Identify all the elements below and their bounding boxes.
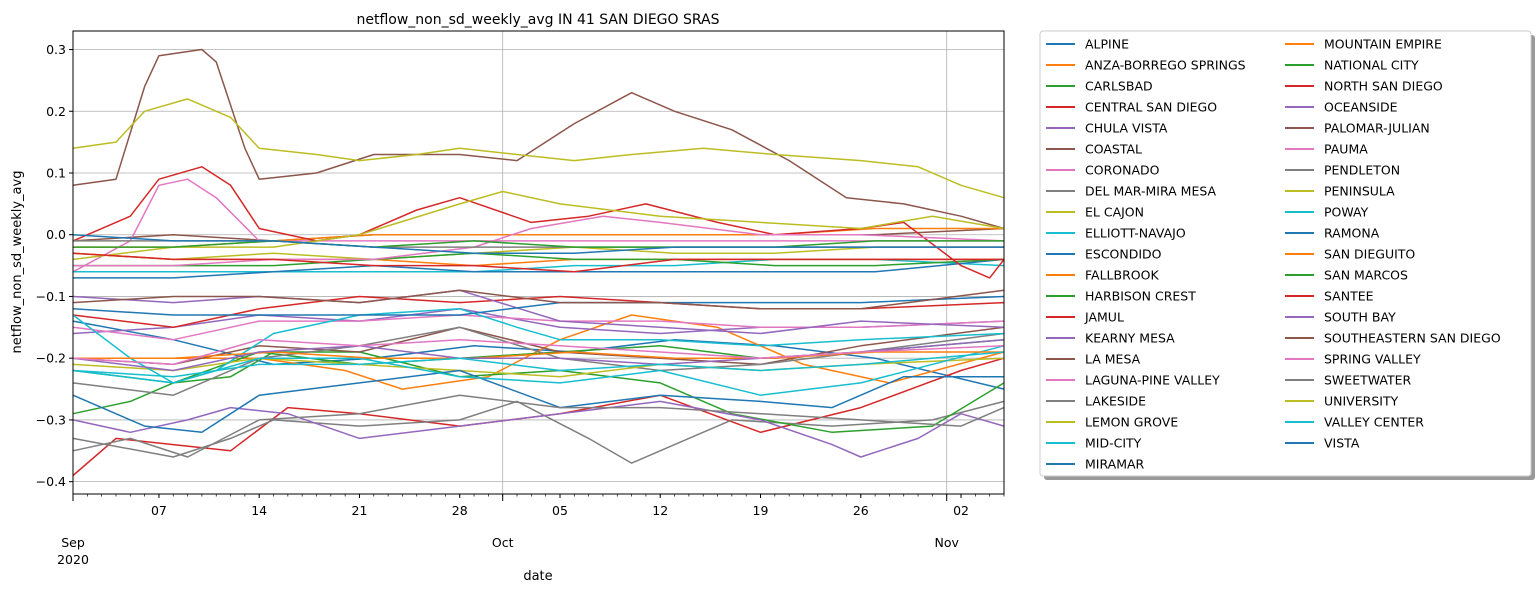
legend-entries: ALPINE ANZA-BORREGO SPRINGS CARLSBAD CENTRA… bbox=[1046, 37, 1501, 472]
legend-label: RAMONA bbox=[1324, 226, 1380, 241]
legend-label: PAUMA bbox=[1324, 142, 1368, 157]
series-line-north-san-diego bbox=[72, 166, 1005, 279]
series-line-lakeside bbox=[72, 326, 1005, 396]
legend-label: POWAY bbox=[1324, 205, 1369, 220]
legend-label: CARLSBAD bbox=[1085, 79, 1153, 94]
legend-label: JAMUL bbox=[1084, 310, 1124, 325]
legend-label: SAN DIEGUITO bbox=[1324, 247, 1415, 262]
legend-label: LAKESIDE bbox=[1085, 394, 1146, 409]
series-line-valley-center bbox=[72, 351, 1005, 378]
x-tick-label: 21 bbox=[352, 503, 368, 518]
legend-label: VALLEY CENTER bbox=[1324, 415, 1424, 430]
legend-label: SAN MARCOS bbox=[1324, 268, 1408, 283]
y-tick-label: −0.2 bbox=[36, 351, 66, 366]
legend-label: NATIONAL CITY bbox=[1324, 58, 1419, 73]
x-major-tick-label: Sep bbox=[61, 535, 85, 550]
x-tick-label: 28 bbox=[452, 503, 468, 518]
legend-label: ELLIOTT-NAVAJO bbox=[1085, 226, 1186, 241]
series-line-southeastern-san-diego bbox=[72, 289, 1005, 310]
series-line-palomar-julian bbox=[72, 48, 1005, 230]
legend-label: CORONADO bbox=[1085, 163, 1160, 178]
y-tick-label: −0.1 bbox=[36, 289, 66, 304]
x-tick-label: 26 bbox=[853, 503, 869, 518]
x-axis: 07 14 21 28 05 12 19 26 02 Sep 2020 Oct Nov bbox=[57, 494, 1005, 567]
legend-label: PENINSULA bbox=[1324, 184, 1395, 199]
series-line-pauma bbox=[73, 215, 1005, 267]
y-tick-label: 0.2 bbox=[46, 104, 66, 119]
series-line-peninsula bbox=[72, 190, 1005, 261]
legend-label: MOUNTAIN EMPIRE bbox=[1324, 37, 1442, 52]
series-line-national-city bbox=[73, 252, 1005, 267]
x-tick-label: 12 bbox=[652, 503, 668, 518]
legend-label: NORTH SAN DIEGO bbox=[1324, 79, 1443, 94]
x-tick-label: 19 bbox=[753, 503, 769, 518]
x-axis-label: date bbox=[523, 569, 552, 584]
x-major-tick-label: Nov bbox=[935, 535, 960, 550]
legend-label: LA MESA bbox=[1085, 352, 1141, 367]
x-tick-label: 05 bbox=[552, 503, 568, 518]
legend-label: ESCONDIDO bbox=[1085, 247, 1162, 262]
series-line-del-mar-mira-mesa bbox=[72, 400, 1005, 464]
x-tick-label: 02 bbox=[953, 503, 969, 518]
legend-label: SPRING VALLEY bbox=[1324, 352, 1421, 367]
y-tick-label: 0.0 bbox=[46, 227, 66, 242]
x-tick-label: 07 bbox=[151, 503, 167, 518]
legend-label: LAGUNA-PINE VALLEY bbox=[1085, 373, 1220, 388]
series-line-coronado bbox=[72, 178, 1004, 273]
series-line-san-marcos bbox=[73, 240, 1004, 248]
legend-label: KEARNY MESA bbox=[1085, 331, 1175, 346]
legend-label: EL CAJON bbox=[1085, 205, 1144, 220]
plot-frame bbox=[72, 30, 1005, 495]
legend-label: CENTRAL SAN DIEGO bbox=[1085, 100, 1217, 115]
series-line-kearny-mesa bbox=[72, 400, 1005, 458]
y-tick-label: 0.1 bbox=[46, 165, 66, 180]
legend-label: MID-CITY bbox=[1085, 436, 1142, 451]
x-major-tick-sublabel: 2020 bbox=[57, 552, 89, 567]
legend-label: VISTA bbox=[1324, 436, 1360, 451]
y-tick-label: 0.3 bbox=[46, 42, 66, 57]
legend-label: SOUTH BAY bbox=[1324, 310, 1396, 325]
legend-label: HARBISON CREST bbox=[1085, 289, 1196, 304]
series-line-sweetwater bbox=[72, 394, 1005, 458]
series-line-san-dieguito bbox=[73, 351, 1004, 359]
y-axis: 0.3 0.2 0.1 0.0 −0.1 −0.2 −0.3 −0.4 bbox=[36, 42, 73, 489]
series-line-miramar bbox=[72, 369, 1004, 434]
y-axis-label: netflow_non_sd_weekly_avg bbox=[10, 171, 25, 354]
legend-label: UNIVERSITY bbox=[1324, 394, 1399, 409]
legend-label: COASTAL bbox=[1085, 142, 1142, 157]
series-layer bbox=[72, 48, 1005, 477]
legend-label: SANTEE bbox=[1324, 289, 1374, 304]
series-line-el-cajon bbox=[72, 246, 1004, 261]
legend-label: ALPINE bbox=[1085, 37, 1129, 52]
legend-label: ANZA-BORREGO SPRINGS bbox=[1085, 58, 1246, 73]
series-line-escondido bbox=[73, 258, 1005, 279]
series-line-ramona bbox=[72, 295, 1005, 316]
legend-label: PENDLETON bbox=[1324, 163, 1400, 178]
series-line-santee bbox=[72, 252, 1004, 273]
legend-label: MIRAMAR bbox=[1085, 457, 1145, 472]
legend: ALPINE ANZA-BORREGO SPRINGS CARLSBAD CENTRA… bbox=[1039, 30, 1535, 480]
legend-label: PALOMAR-JULIAN bbox=[1324, 121, 1430, 136]
legend-label: LEMON GROVE bbox=[1085, 415, 1178, 430]
series-line-vista bbox=[72, 233, 1004, 254]
series-line-university bbox=[72, 98, 1005, 199]
legend-label: DEL MAR-MIRA MESA bbox=[1085, 184, 1217, 199]
x-major-tick-label: Oct bbox=[492, 535, 514, 550]
legend-label: OCEANSIDE bbox=[1324, 100, 1398, 115]
legend-label: SWEETWATER bbox=[1324, 373, 1412, 388]
y-tick-label: −0.4 bbox=[36, 474, 66, 489]
series-line-spring-valley bbox=[72, 338, 1005, 366]
chart-title: netflow_non_sd_weekly_avg IN 41 SAN DIEG… bbox=[356, 12, 719, 28]
series-line-oceanside bbox=[72, 289, 1005, 335]
legend-label: SOUTHEASTERN SAN DIEGO bbox=[1324, 331, 1501, 346]
legend-label: CHULA VISTA bbox=[1085, 121, 1168, 136]
x-tick-label: 14 bbox=[251, 503, 267, 518]
legend-label: FALLBROOK bbox=[1085, 268, 1159, 283]
y-tick-label: −0.3 bbox=[36, 412, 66, 427]
